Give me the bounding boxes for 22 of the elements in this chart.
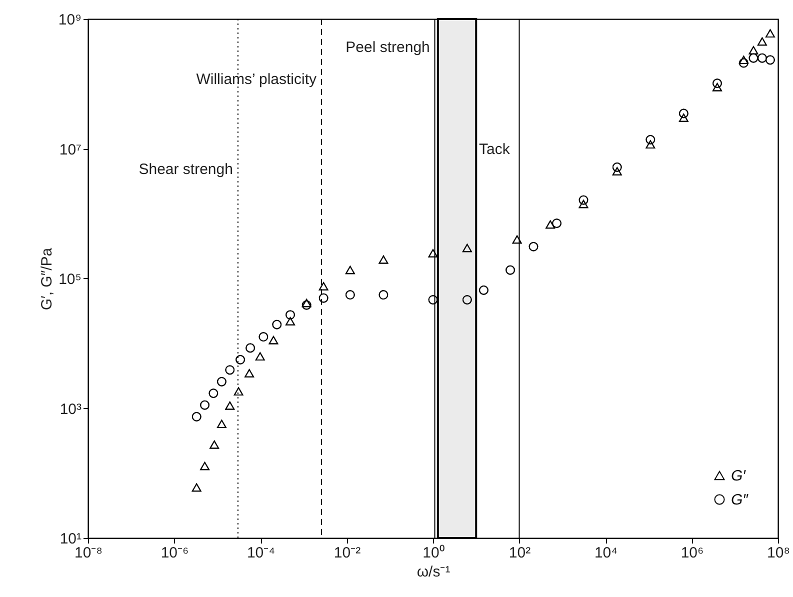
y-tick-label: 10⁵ bbox=[58, 271, 82, 288]
x-tick-label: 10⁻⁴ bbox=[246, 544, 276, 562]
y-tick-label: 10⁷ bbox=[59, 141, 82, 158]
y-tick-label: 10³ bbox=[60, 400, 82, 418]
x-tick-label: 10⁴ bbox=[594, 544, 618, 562]
y-tick-label: 10¹ bbox=[60, 530, 82, 548]
x-tick-label: 10⁻⁶ bbox=[160, 544, 189, 562]
annotation: Tack bbox=[479, 141, 510, 158]
ref-line-label: Williams’ plasticity bbox=[196, 71, 318, 88]
x-tick-label: 10⁶ bbox=[680, 544, 704, 562]
x-axis-title: ω/s⁻¹ bbox=[416, 564, 450, 580]
legend-label: G″ bbox=[731, 492, 749, 508]
band-label: Peel strengh bbox=[346, 39, 430, 56]
y-tick-label: 10⁹ bbox=[58, 12, 82, 28]
legend-label: G′ bbox=[731, 468, 747, 484]
x-tick-label: 10⁸ bbox=[766, 544, 790, 562]
x-tick-label: 10² bbox=[508, 544, 531, 562]
x-tick-label: 10⁰ bbox=[422, 544, 444, 562]
ref-line-label: Shear strengh bbox=[138, 161, 233, 178]
y-axis-title: G′, G″/Pa bbox=[38, 247, 56, 310]
x-tick-label: 10⁻² bbox=[334, 544, 361, 562]
x-tick-label: 10⁻⁸ bbox=[74, 544, 103, 562]
